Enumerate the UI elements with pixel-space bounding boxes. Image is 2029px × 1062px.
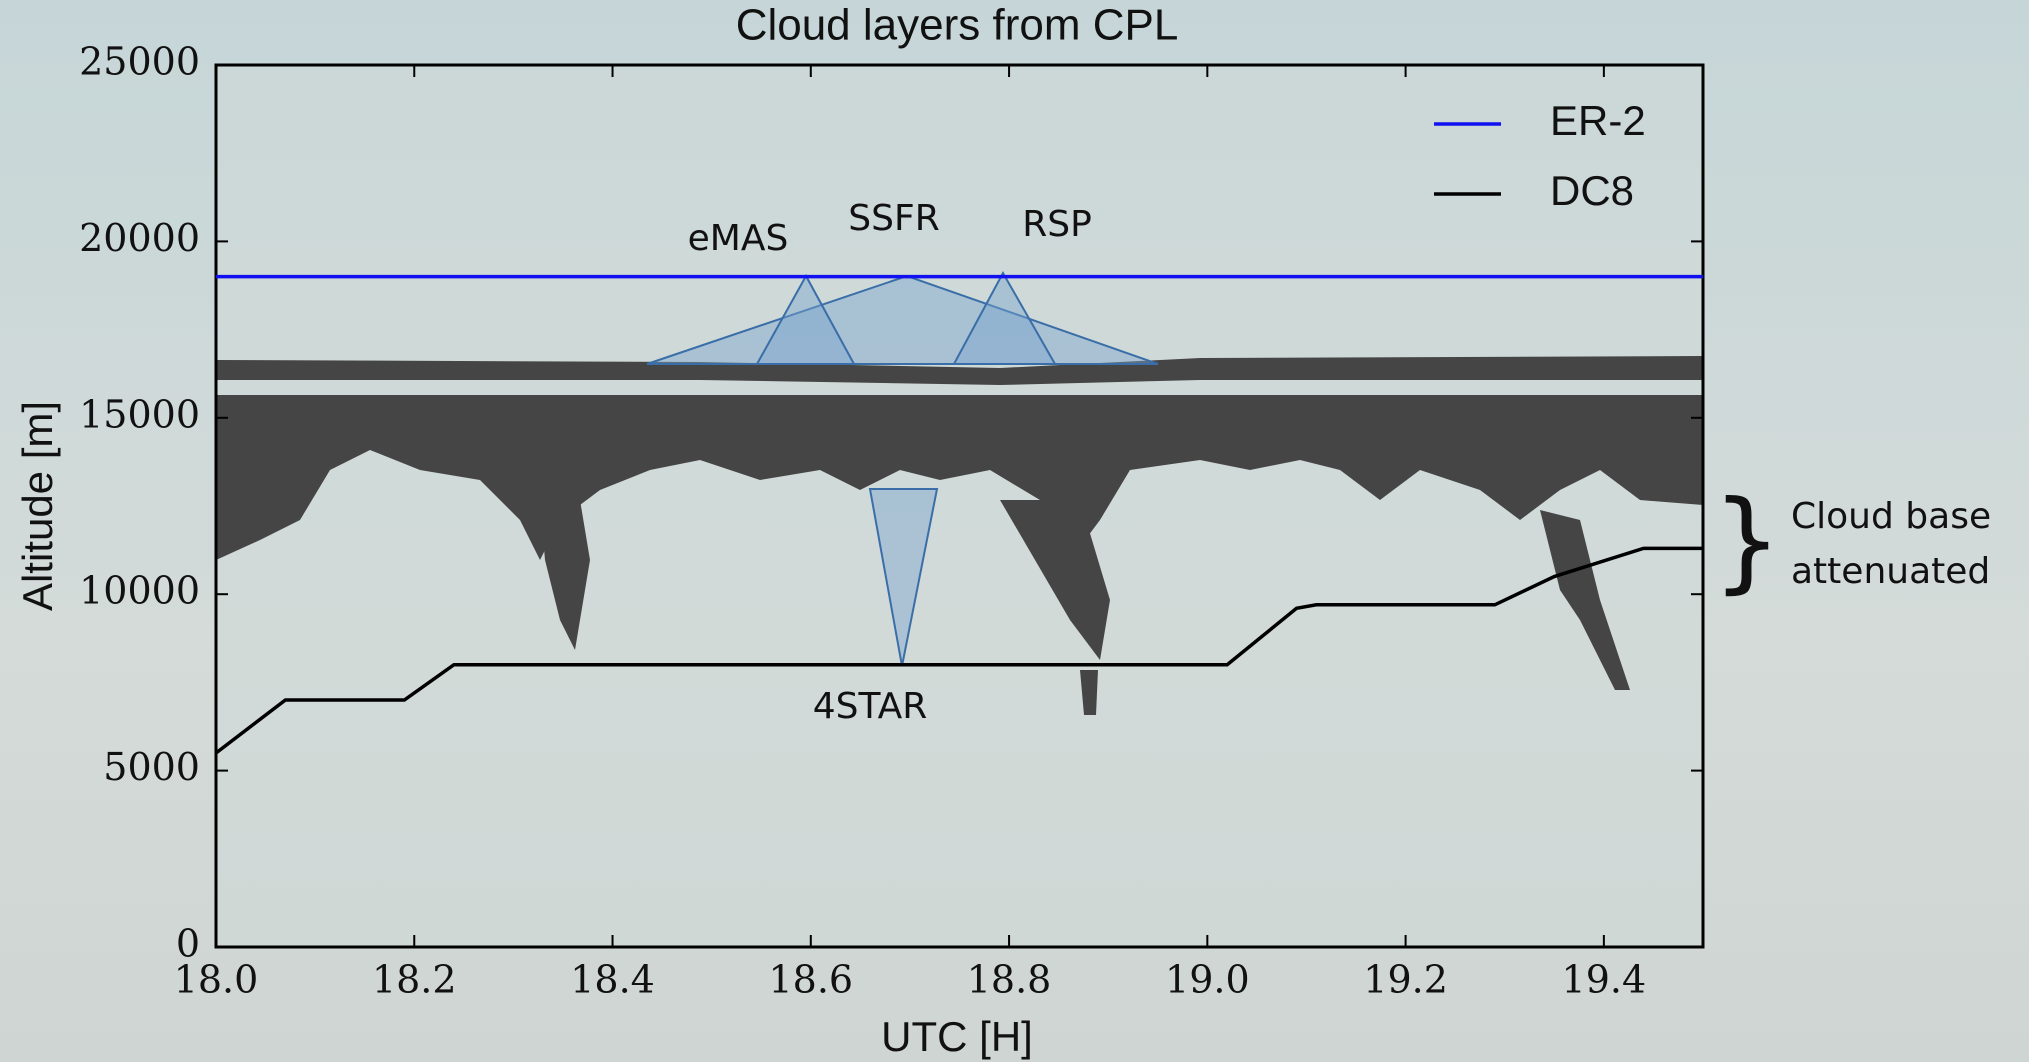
chart-title: Cloud layers from CPL (736, 1, 1179, 50)
annotation: 4STAR (813, 686, 928, 727)
legend-label: DC8 (1550, 167, 1634, 214)
x-tick-label: 19.0 (1165, 958, 1250, 1002)
y-tick-label: 25000 (79, 40, 200, 84)
annotation: Cloud base (1791, 496, 1991, 537)
brace: } (1712, 476, 1782, 604)
x-tick-label: 18.8 (967, 958, 1052, 1002)
plot-area (216, 65, 1703, 947)
annotation: SSFR (848, 198, 939, 239)
annotation: RSP (1022, 204, 1092, 245)
annotation: eMAS (688, 218, 789, 259)
legend-label: ER-2 (1550, 97, 1646, 144)
y-tick-label: 15000 (79, 392, 200, 436)
x-axis-label: UTC [H] (881, 1013, 1033, 1060)
x-tick-label: 18.4 (570, 958, 655, 1002)
annotation: attenuated (1791, 551, 1990, 592)
y-tick-label: 5000 (103, 745, 200, 789)
y-axis-label: Altitude [m] (14, 401, 61, 611)
x-tick-label: 19.2 (1363, 958, 1448, 1002)
page: eMAS SSFR RSP 4STAR } Cloud base attenua… (0, 0, 2029, 1062)
x-tick-label: 19.4 (1562, 958, 1647, 1002)
x-tick-label: 18.2 (372, 958, 457, 1002)
y-tick-label: 0 (176, 922, 200, 966)
y-tick-label: 20000 (79, 216, 200, 260)
y-tick-label: 10000 (79, 569, 200, 613)
x-tick-label: 18.6 (768, 958, 853, 1002)
chart: eMAS SSFR RSP 4STAR } Cloud base attenua… (0, 0, 2029, 1062)
